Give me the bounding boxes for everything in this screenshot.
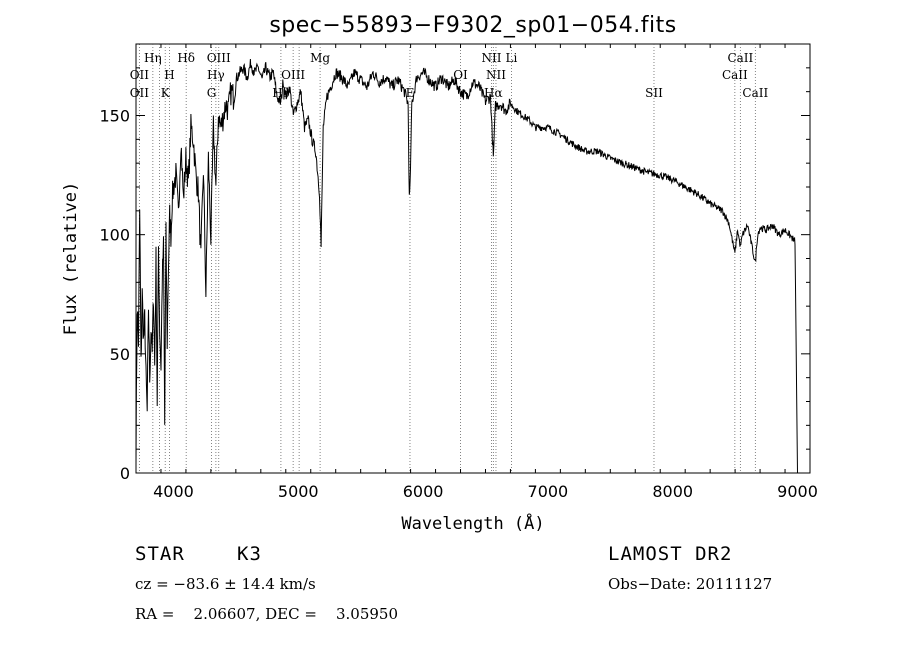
spectral-line-label: NII [481,51,501,65]
x-tick-label: 7000 [528,482,569,501]
spectral-line-label: K [161,86,171,100]
survey-label: LAMOST DR2 [608,543,733,565]
redshift-readout: cz = −83.6 ± 14.4 km/s [135,575,316,593]
spectral-line-label: Hβ [272,86,289,100]
spectral-line-label: CaII [742,86,768,100]
spectral-line-label: CaII [722,68,748,82]
spectral-line-label: CaII [727,51,753,65]
spectral-line-label: Mg [310,51,330,65]
spectral-line-label: NII [486,68,506,82]
spectral-line-label: OII [130,86,150,100]
spectral-line-label: E [406,86,415,100]
x-tick-label: 9000 [777,482,818,501]
spectral-line-label: Hα [484,86,503,100]
object-subclass: K3 [237,543,262,565]
spectral-line-label: OII [130,68,150,82]
spectral-line-label: Li [506,51,518,65]
coordinates-readout: RA = 2.06607, DEC = 3.05950 [135,605,398,623]
spectral-line-label: OI [453,68,468,82]
y-tick-label: 150 [99,107,130,126]
spectral-line-label: Hη [144,51,162,65]
spectral-line-label: Hγ [207,68,225,82]
x-tick-label: 4000 [153,482,194,501]
x-axis-label: Wavelength (Å) [401,512,544,534]
plot-frame [135,43,811,474]
spectral-line-label: G [207,86,217,100]
y-tick-label: 50 [110,345,130,364]
chart-title: spec−55893−F9302_sp01−054.fits [269,13,676,38]
spectral-line-label: OIII [281,68,305,82]
spectral-line-label: Hδ [177,51,195,65]
x-tick-label: 5000 [278,482,319,501]
x-tick-label: 6000 [403,482,444,501]
obs-date-readout: Obs−Date: 20111127 [608,575,773,593]
x-tick-label: 8000 [652,482,693,501]
object-class: STAR [135,543,185,565]
y-axis-label: Flux (relative) [61,182,81,336]
spectrum-series-line [135,58,798,474]
spectral-line-label: OIII [207,51,231,65]
y-tick-label: 0 [120,464,130,483]
y-tick-label: 100 [99,226,130,245]
spectral-line-label: H [164,68,174,82]
spectral-line-label: SII [645,86,663,100]
